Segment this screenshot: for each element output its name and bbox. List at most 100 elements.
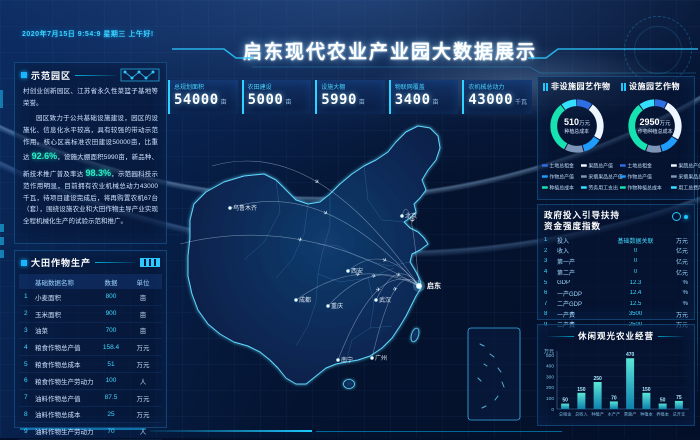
stat-value-line: 5000 亩 [248,91,308,109]
donut-legend: 土地总租金 果蔬总产值 作物总产值 采摘果品总产值 种植总成本 劳务用工支出 [538,157,623,192]
donut-value-unit: 万元 [579,121,591,127]
flight-arc [211,160,420,287]
donut-center-text: 510万元 种植总成本 [546,95,608,157]
legend-label: 果蔬总产值 [588,164,614,170]
panel-gov-fund: 政府投入引导扶持 资金强度指数 1 投入 基础数据关联 万元 2 收入 0 亿元 3 第一产 0 亿元… [537,204,695,329]
stat-value-line: 54000 亩 [174,91,234,109]
table-row: 8 油料作物总成本 25 万元 [19,407,162,424]
leisure-bar-title: 休闲观光农业经营 [578,331,655,341]
row-name: 油菜 [35,328,48,336]
legend-swatch [620,175,626,178]
row-name: 油料作物总成本 [35,412,81,420]
row-unit: 万元 [136,362,150,370]
plane-icon: ✈ [321,209,329,218]
city-label: 西安 [351,267,363,275]
paragraph-text: ，设施大棚面积5990亩，新品种、新技术推广普及率达 [23,154,158,178]
row-value: 900 [105,310,117,318]
svg-text:0: 0 [551,407,554,413]
svg-text:50: 50 [562,398,568,404]
plane-icon: ✈ [408,217,416,223]
flight-arc [295,273,420,301]
row-unit: 人 [139,378,147,386]
donut-chart: 510万元 种植总成本 [546,95,608,157]
field-crops-table-body: 1 小麦面积 800 亩 2 玉米面积 900 亩 3 油菜 700 亩 4 粮食作物总产值 158.4 万元… [15,289,166,440]
legend-swatch [542,186,548,189]
svg-text:300: 300 [546,374,554,380]
stat-unit: 亩 [432,100,439,106]
svg-text:150: 150 [577,387,586,393]
legend-item: 果蔬总产值 [671,162,700,169]
city-dot [400,214,404,218]
bar [609,401,618,409]
circle-decoration-icon [672,210,688,221]
svg-text:50: 50 [660,398,666,404]
row-value: 0 [633,247,638,254]
legend-swatch [542,164,548,167]
row-value: 100 [105,377,117,385]
flight-arc [347,258,420,287]
flight-arc [337,278,420,361]
row-value: 12.5 [629,300,642,307]
stat-label: 农田建设 [247,85,272,91]
row-index: 6 [544,290,548,297]
title-line-right [658,335,687,337]
svg-text:种植产: 种植产 [591,411,604,418]
south-sea-inset [467,327,521,421]
china-outline [187,125,441,385]
city-label: 北京 [405,212,417,220]
city-dot [374,298,378,302]
row-value: 158.4 [102,343,120,351]
legend-swatch [620,186,626,189]
legend-swatch [581,186,587,189]
city-dot [294,298,298,302]
table-row: 6 一产GDP 12.4% [538,288,694,299]
row-value: 0 [633,258,638,265]
legend-item: 作物种植总成本 [620,184,662,191]
table-row: 4 第二产 0 亿元 [538,267,694,278]
row-index: 1 [544,237,548,244]
bar [674,400,683,409]
hainan-island [343,379,355,389]
donut-center-text: 2950万元 作物种植总成本 [624,95,686,157]
legend-swatch [671,164,677,167]
row-index: 2 [544,247,548,254]
row-unit: 万元 [136,345,150,353]
row-name: 一产GDP [557,291,583,298]
gov-fund-title-line2: 资金强度指数 [544,221,602,232]
city-label: 武汉 [379,296,391,304]
stat-value: 5990 [321,92,357,108]
gov-fund-table-body: 1 投入 基础数据关联 万元 2 收入 0 亿元 3 第一产 0 亿元 4 第二产 0 亿元 5 GDP 12.3%… [538,235,694,330]
legend-item: 种植总成本 [542,184,574,191]
demo-park-paragraph-2: 园区致力于公共基础设施建设，园区的设施化、信息化水平较高，具有较强的带动示范作用… [15,112,166,228]
legend-label: 作物总产值 [627,175,652,181]
row-value: 12.3 [629,279,642,286]
paragraph-text: 园区致力于公共基础设施建设，园区的设施化、信息化水平较高，具有较强的带动示范作用… [23,115,158,162]
row-value: 700 [105,326,117,334]
row-value: 3500 [628,311,643,318]
row-index: 7 [24,394,28,402]
legend-swatch [671,186,677,189]
svg-text:75: 75 [676,395,682,401]
highlight-percent-2: 98.3% [85,167,111,178]
plane-icon: ✈ [371,273,377,281]
main-city-label: 启东 [427,281,441,290]
row-name: 收入 [557,249,570,256]
legend-label: 作物总产值 [549,175,574,181]
table-row: 1 小麦面积 800 亩 [19,289,162,306]
row-unit: % [682,290,688,297]
row-name: 粮食作物总产值 [35,345,81,353]
plane-icon: ✈ [376,286,382,293]
row-name: 油料作物总产值 [35,395,81,403]
donut-title: 非设施园艺作物 [551,82,611,91]
bullet-square-icon [21,259,27,266]
bar [561,403,570,409]
svg-text:250: 250 [593,376,602,382]
stat-label: 总规划面积 [174,85,205,91]
row-unit: 亿元 [675,270,688,277]
row-unit: % [682,300,688,307]
row-index: 3 [24,326,28,334]
row-name: 粮食作物生产劳动力总… [35,378,93,386]
legend-item: 采摘果品总产值 [671,173,700,180]
donut-title: 设施园艺作物 [629,82,680,91]
row-value: 基础数据关联 [617,238,654,245]
